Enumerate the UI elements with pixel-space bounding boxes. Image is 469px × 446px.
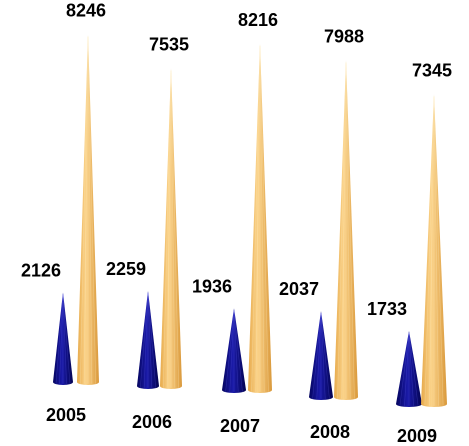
cone-facet [83, 36, 89, 384]
cone-facet [255, 45, 261, 392]
cone-facet [55, 294, 64, 384]
cone-facet [163, 70, 172, 388]
value-label: 7988 [324, 26, 364, 46]
cone-facet [433, 96, 439, 406]
cone-facet [233, 310, 243, 392]
cone-facet [251, 45, 261, 392]
cone-body [421, 94, 447, 408]
cone-2008-s0 [309, 311, 333, 400]
cone-body [248, 43, 272, 393]
cone-facet [316, 313, 322, 399]
cone-facet [87, 36, 96, 384]
category-label: 2008 [310, 422, 350, 442]
value-label: 2259 [106, 259, 146, 279]
cone-facet [345, 62, 351, 399]
cone-facet [80, 36, 89, 384]
cone-body [77, 34, 99, 386]
value-label: 2037 [279, 279, 319, 299]
cone-facet [312, 313, 322, 399]
cone-2009-s1 [421, 94, 447, 408]
cone-facet [341, 62, 347, 399]
cone-facet [140, 292, 149, 388]
cone-facet [147, 292, 153, 388]
cone-facet [62, 294, 67, 384]
cone-body [334, 60, 358, 400]
cone-2006-s0 [137, 290, 159, 389]
cone-facet [337, 62, 347, 399]
cone-2006-s1 [160, 68, 182, 390]
cone-facet [433, 96, 444, 406]
value-label: 7345 [412, 61, 452, 81]
cone-2009-s0 [396, 330, 422, 407]
cone-facet [408, 332, 419, 406]
cone-2007-s0 [222, 308, 246, 393]
cone-body [137, 290, 159, 389]
category-label: 2006 [132, 412, 172, 432]
cone-2005-s1 [77, 34, 99, 386]
value-label: 1733 [367, 299, 407, 319]
cone-body [160, 68, 182, 390]
cone-facet [170, 70, 176, 388]
cone-facet [320, 313, 330, 399]
cone-facet [229, 310, 235, 392]
cone-facet [87, 36, 93, 384]
value-label: 2126 [21, 260, 61, 280]
cone-facet [345, 62, 355, 399]
cone-facet [166, 70, 172, 388]
cone-2005-s0 [53, 292, 73, 385]
cone-facet [143, 292, 149, 388]
cone-facet [424, 96, 435, 406]
value-label: 1936 [192, 276, 232, 296]
cone-facet [259, 45, 269, 392]
cone-facet [408, 332, 414, 406]
cone-facet [225, 310, 235, 392]
cone-body [309, 311, 333, 400]
cone-facet [399, 332, 410, 406]
cone-facet [233, 310, 239, 392]
value-label: 8246 [66, 1, 106, 21]
cone-facet [170, 70, 179, 388]
category-label: 2009 [397, 426, 437, 446]
cone-body [222, 308, 246, 393]
cone-facet [59, 294, 64, 384]
cone-body [53, 292, 73, 385]
cone-facet [62, 294, 71, 384]
cone-2008-s1 [334, 60, 358, 400]
cone-facet [429, 96, 435, 406]
cone-facet [147, 292, 156, 388]
cone-facet [404, 332, 410, 406]
cone-facet [259, 45, 265, 392]
cone-body [396, 330, 422, 407]
category-label: 2007 [220, 416, 260, 436]
value-label: 7535 [149, 35, 189, 55]
cone-facet [320, 313, 326, 399]
value-label: 8216 [238, 10, 278, 30]
category-label: 2005 [46, 405, 86, 425]
cone-2007-s1 [248, 43, 272, 393]
